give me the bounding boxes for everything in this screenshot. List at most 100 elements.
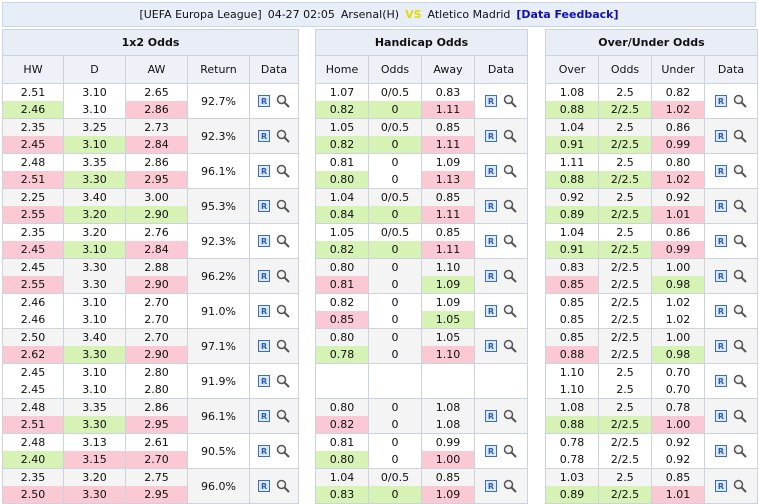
magnifier-icon[interactable] (733, 269, 747, 283)
report-icon[interactable]: R (258, 305, 271, 317)
hw-odds-current: 2.51 (3, 416, 63, 433)
handicap-line-current: 0 (391, 418, 399, 431)
report-icon[interactable]: R (485, 445, 498, 457)
report-icon[interactable]: R (485, 480, 498, 492)
report-icon[interactable]: R (485, 200, 498, 212)
magnifier-icon[interactable] (733, 479, 747, 493)
report-icon[interactable]: R (485, 235, 498, 247)
table-row: 1.03 0.89 2.5 2/2.5 0.85 1.01 R (545, 468, 758, 504)
table-row: 0.83 0.85 2/2.5 2/2.5 1.00 0.98 R (545, 258, 758, 294)
handicap-home: 1.04 0.83 (315, 468, 369, 504)
over-odds-open: 0.78 (559, 436, 585, 449)
magnifier-icon[interactable] (503, 444, 517, 458)
report-icon[interactable]: R (715, 410, 727, 422)
draw-odds-current: 3.30 (64, 346, 125, 363)
magnifier-icon[interactable] (276, 234, 290, 248)
table-row: 2.45 2.55 3.30 3.30 2.88 2.90 96.2% R (2, 258, 300, 294)
magnifier-icon[interactable] (276, 199, 290, 213)
magnifier-icon[interactable] (733, 339, 747, 353)
magnifier-icon[interactable] (276, 374, 290, 388)
report-icon[interactable]: R (715, 130, 727, 142)
report-icon[interactable]: R (485, 410, 498, 422)
magnifier-icon[interactable] (276, 164, 290, 178)
magnifier-icon[interactable] (276, 304, 290, 318)
draw-odds: 3.20 3.30 (63, 468, 126, 504)
report-icon[interactable]: R (258, 130, 271, 142)
over-under-odds-table: Over/Under Odds Over Odds Under Data 1.08 0.… (545, 29, 758, 504)
report-icon[interactable]: R (715, 95, 727, 107)
magnifier-icon[interactable] (503, 164, 517, 178)
under-odds-current: 1.01 (652, 206, 704, 223)
report-icon[interactable]: R (715, 270, 727, 282)
table-row: 1.05 0.82 0/0.5 0 0.85 1.11 R (315, 223, 529, 259)
report-icon[interactable]: R (715, 235, 727, 247)
aw-odds: 2.70 2.90 (125, 328, 188, 364)
magnifier-icon[interactable] (276, 129, 290, 143)
magnifier-icon[interactable] (733, 374, 747, 388)
report-icon[interactable]: R (715, 480, 727, 492)
report-icon[interactable]: R (715, 200, 727, 212)
magnifier-icon[interactable] (276, 94, 290, 108)
report-icon[interactable]: R (715, 445, 727, 457)
report-icon[interactable]: R (258, 445, 271, 457)
magnifier-icon[interactable] (276, 339, 290, 353)
handicap-home-open: 0.80 (329, 401, 355, 414)
magnifier-icon[interactable] (276, 479, 290, 493)
table-row: 2.46 2.46 3.10 3.10 2.70 2.70 91.0% R (2, 293, 300, 329)
report-icon[interactable]: R (258, 480, 271, 492)
report-icon[interactable]: R (715, 340, 727, 352)
report-icon[interactable]: R (258, 340, 271, 352)
under-odds-open: 0.85 (665, 471, 691, 484)
aw-odds-current: 2.90 (126, 346, 187, 363)
magnifier-icon[interactable] (503, 304, 517, 318)
aw-odds: 2.86 2.95 (125, 153, 188, 189)
ou-line-current: 2/2.5 (599, 416, 651, 433)
magnifier-icon[interactable] (503, 479, 517, 493)
report-icon[interactable]: R (715, 305, 727, 317)
return-rate: 92.7% (187, 83, 250, 119)
report-icon[interactable]: R (715, 165, 727, 177)
report-icon[interactable]: R (485, 165, 498, 177)
magnifier-icon[interactable] (503, 94, 517, 108)
report-icon[interactable]: R (258, 410, 271, 422)
magnifier-icon[interactable] (733, 129, 747, 143)
magnifier-icon[interactable] (503, 199, 517, 213)
magnifier-icon[interactable] (503, 129, 517, 143)
magnifier-icon[interactable] (276, 269, 290, 283)
magnifier-icon[interactable] (733, 94, 747, 108)
report-icon[interactable]: R (485, 340, 498, 352)
ou-line-current: 2.5 (616, 383, 634, 396)
report-icon[interactable]: R (485, 95, 498, 107)
report-icon[interactable]: R (258, 200, 271, 212)
column-header: Under (651, 55, 705, 84)
report-icon[interactable]: R (258, 375, 271, 387)
over-odds: 1.08 0.88 (545, 83, 599, 119)
magnifier-icon[interactable] (503, 234, 517, 248)
table-row: 2.45 2.45 3.10 3.10 2.80 2.80 91.9% R (2, 363, 300, 399)
magnifier-icon[interactable] (733, 164, 747, 178)
magnifier-icon[interactable] (733, 409, 747, 423)
magnifier-icon[interactable] (503, 409, 517, 423)
data-cell: R (248, 433, 300, 469)
data-feedback-link[interactable]: [Data Feedback] (516, 8, 619, 21)
magnifier-icon[interactable] (733, 304, 747, 318)
report-icon[interactable]: R (485, 270, 498, 282)
report-icon[interactable]: R (485, 130, 498, 142)
empty-cell (473, 363, 529, 399)
report-icon[interactable]: R (258, 165, 271, 177)
report-icon[interactable]: R (258, 95, 271, 107)
magnifier-icon[interactable] (503, 269, 517, 283)
magnifier-icon[interactable] (276, 444, 290, 458)
magnifier-icon[interactable] (276, 409, 290, 423)
magnifier-icon[interactable] (733, 444, 747, 458)
draw-odds: 3.40 3.30 (63, 328, 126, 364)
report-icon[interactable]: R (258, 235, 271, 247)
empty-cell (368, 363, 422, 399)
report-icon[interactable]: R (485, 305, 498, 317)
magnifier-icon[interactable] (733, 234, 747, 248)
under-odds: 1.00 0.98 (651, 328, 705, 364)
report-icon[interactable]: R (715, 375, 727, 387)
magnifier-icon[interactable] (503, 339, 517, 353)
report-icon[interactable]: R (258, 270, 271, 282)
magnifier-icon[interactable] (733, 199, 747, 213)
